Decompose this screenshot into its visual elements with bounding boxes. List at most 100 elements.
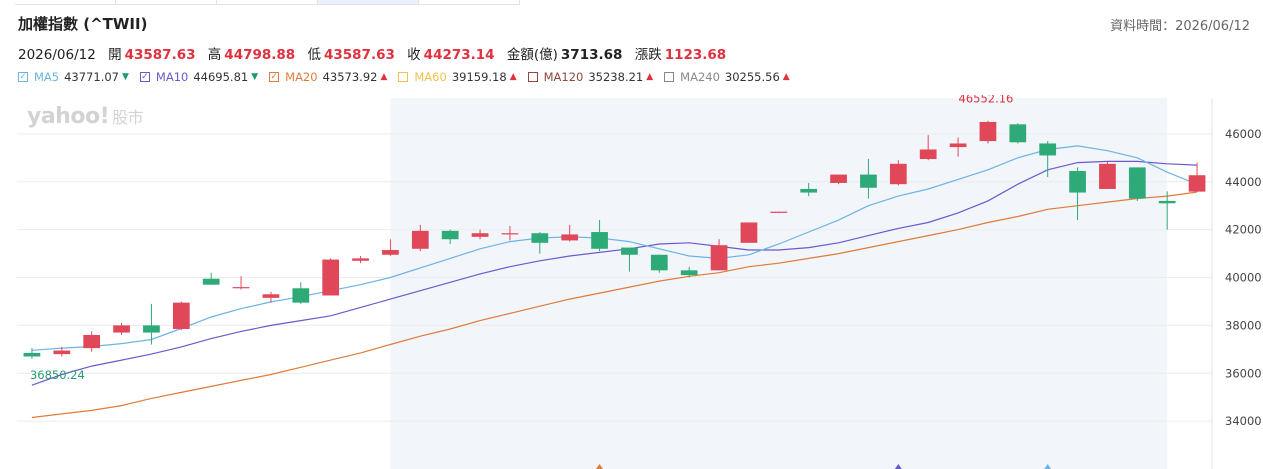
high-value: 44798.88 <box>224 47 296 63</box>
trend-up-icon: ▲ <box>380 72 388 82</box>
ma5-line <box>31 145 1198 351</box>
ma-item-ma120[interactable]: MA120 35238.21 ▲ <box>527 70 654 84</box>
min-price-label: 36850.24 <box>30 368 85 382</box>
candle-body <box>740 222 758 243</box>
candle-body <box>441 230 459 240</box>
ma-cross-marker-icon <box>894 464 902 469</box>
ma20-value: 43573.92 <box>322 70 378 84</box>
ma120-value: 35238.21 <box>588 70 644 84</box>
candle-body <box>680 270 698 276</box>
candle-body <box>889 163 907 185</box>
y-tick-label: 44000 <box>1225 175 1262 189</box>
ma5-value: 43771.07 <box>64 70 119 84</box>
ma60-value: 39159.18 <box>451 70 507 84</box>
ma-item-ma10[interactable]: ✓ MA10 44695.81 ▼ <box>139 70 258 84</box>
candle-body <box>352 258 369 261</box>
ma10-line <box>31 160 1198 386</box>
period-tabs <box>15 0 520 5</box>
ma-item-ma20[interactable]: ✓ MA20 43573.92 ▲ <box>269 70 387 84</box>
ma5-name: MA5 <box>34 70 60 84</box>
highlight-band <box>390 98 1168 469</box>
candle-body <box>1039 143 1057 156</box>
candle-body <box>949 143 967 148</box>
close-label: 收 <box>407 47 421 63</box>
ma-item-ma60[interactable]: MA60 39159.18 ▲ <box>398 70 517 84</box>
change-label: 漲跌 <box>634 47 662 63</box>
period-tab[interactable] <box>15 0 116 4</box>
candle-body <box>1158 200 1176 204</box>
open-value: 43587.63 <box>124 47 196 63</box>
candle-body <box>561 234 579 241</box>
max-price-label: 46552.16 <box>959 95 1014 106</box>
low-value: 43587.63 <box>323 47 395 63</box>
ohlc-date: 2026/06/12 <box>18 47 96 63</box>
y-tick-label: 40000 <box>1225 271 1262 285</box>
ma20-name: MA20 <box>285 70 318 84</box>
open-label: 開 <box>108 47 122 63</box>
ma10-name: MA10 <box>155 70 189 84</box>
ma240-name: MA240 <box>680 70 720 84</box>
ma60-checkbox[interactable] <box>398 72 409 82</box>
candle-body <box>1009 124 1027 143</box>
candle-body <box>322 259 340 296</box>
candle-body <box>860 174 877 188</box>
candle-body <box>591 232 608 249</box>
candle-body <box>292 288 310 303</box>
period-tab[interactable] <box>419 0 520 4</box>
period-tab[interactable] <box>116 0 217 4</box>
candle-body <box>830 174 847 183</box>
ma-item-ma240[interactable]: MA240 30255.56 ▲ <box>664 70 790 84</box>
ma60-name: MA60 <box>414 70 447 84</box>
low-label: 低 <box>307 47 321 63</box>
ma240-checkbox[interactable] <box>664 72 675 82</box>
yahoo-watermark-logo: yahoo! 股市 <box>27 104 144 129</box>
y-tick-label: 46000 <box>1225 127 1262 141</box>
period-tab-active[interactable] <box>318 0 419 4</box>
y-tick-label: 34000 <box>1225 414 1262 428</box>
ma240-value: 30255.56 <box>724 70 780 84</box>
candle-body <box>262 294 280 298</box>
ma10-value: 44695.81 <box>193 70 249 84</box>
trend-up-icon: ▲ <box>782 72 790 82</box>
period-tab[interactable] <box>217 0 318 4</box>
candle-body <box>232 287 250 289</box>
trend-up-icon: ▲ <box>509 72 517 82</box>
candle-body <box>53 350 71 355</box>
candle-body <box>1099 163 1116 189</box>
data-time: 資料時間：2026/06/12 <box>1110 19 1250 34</box>
ma20-checkbox[interactable]: ✓ <box>269 72 280 82</box>
candle-body <box>710 245 728 271</box>
candlestick-chart[interactable]: 34000 36000 38000 40000 42000 44000 46000 46552… <box>0 95 1263 469</box>
candle-body <box>1069 171 1086 193</box>
close-value: 44273.14 <box>423 47 495 63</box>
ma-legend: ✓ MA5 43771.07 ▼ ✓ MA10 44695.81 ▼ ✓ MA2… <box>18 70 801 84</box>
index-title: 加權指數 (^TWII) <box>18 15 148 33</box>
candle-body <box>919 149 937 160</box>
ohlc-summary: 2026/06/12 開 43587.63 高 44798.88 低 43587.63… <box>18 43 734 63</box>
watermark-sub: 股市 <box>112 108 144 127</box>
y-tick-label: 36000 <box>1225 366 1262 380</box>
candle-body <box>113 325 130 333</box>
candle-body <box>23 352 41 357</box>
candle-body <box>83 334 101 349</box>
candle-body <box>143 325 160 333</box>
ma-cross-marker-icon <box>596 464 604 469</box>
candle-body <box>1188 175 1206 192</box>
ma5-checkbox[interactable]: ✓ <box>18 72 28 82</box>
ma-item-ma5[interactable]: ✓ MA5 43771.07 ▼ <box>18 70 129 84</box>
y-tick-label: 38000 <box>1225 318 1262 332</box>
high-label: 高 <box>207 47 222 63</box>
candle-body <box>1128 167 1146 199</box>
candle-body <box>650 254 668 271</box>
candle-body <box>770 211 788 213</box>
candle-body <box>979 121 997 142</box>
ma-cross-marker-icon <box>1044 464 1052 469</box>
y-tick-label: 42000 <box>1225 223 1262 237</box>
candle-body <box>471 233 489 237</box>
trend-up-icon: ▲ <box>646 72 654 82</box>
ma10-checkbox[interactable]: ✓ <box>139 72 150 82</box>
ma20-line <box>31 191 1198 419</box>
candle-body <box>621 247 638 255</box>
ma120-name: MA120 <box>543 70 584 84</box>
ma120-checkbox[interactable] <box>527 72 538 82</box>
